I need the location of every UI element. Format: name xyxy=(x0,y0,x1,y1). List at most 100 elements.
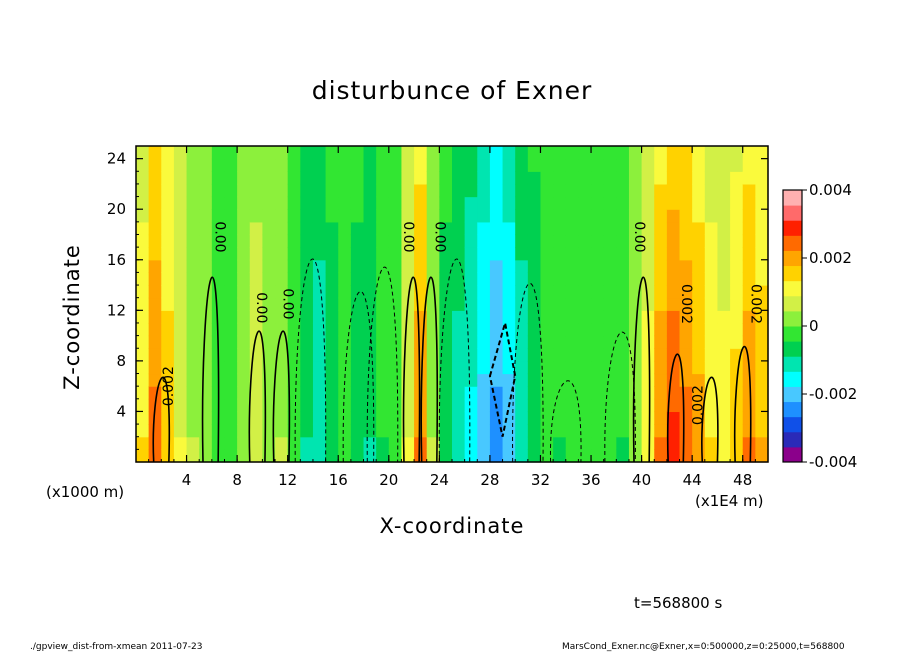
field-cell xyxy=(616,285,630,299)
field-cell xyxy=(224,335,238,349)
field-cell xyxy=(704,221,719,236)
field-cell xyxy=(704,386,719,400)
field-cell xyxy=(224,158,238,172)
field-cell xyxy=(755,322,769,337)
field-cell xyxy=(603,234,617,248)
field-cell xyxy=(388,259,403,273)
field-cell xyxy=(350,310,365,324)
field-cell xyxy=(211,259,226,273)
field-cell xyxy=(717,398,731,413)
field-cell xyxy=(312,158,327,172)
field-cell xyxy=(148,247,162,261)
field-cell xyxy=(692,234,706,248)
field-cell xyxy=(262,360,276,375)
field-cell xyxy=(363,348,377,362)
contour-solid xyxy=(248,330,267,463)
field-cell xyxy=(603,146,617,160)
field-cell xyxy=(489,297,504,311)
field-cell xyxy=(666,146,681,160)
field-cell xyxy=(376,234,390,248)
field-cell xyxy=(287,386,301,400)
contour-label: 0.002 xyxy=(678,284,694,324)
field-cell xyxy=(186,310,200,324)
field-cell xyxy=(452,322,466,337)
field-cell xyxy=(452,411,466,425)
field-cell xyxy=(249,221,263,236)
field-cell xyxy=(654,348,668,362)
field-cell xyxy=(477,171,491,185)
field-cell xyxy=(679,272,693,286)
field-cell xyxy=(388,335,403,349)
field-cell xyxy=(502,259,516,273)
field-cell xyxy=(452,183,466,198)
field-cell xyxy=(275,398,289,413)
field-cell xyxy=(603,424,617,438)
field-cell xyxy=(603,348,617,362)
field-cell xyxy=(730,322,744,337)
field-cell xyxy=(553,272,567,286)
field-cell xyxy=(161,411,175,425)
field-cell xyxy=(300,348,314,362)
field-cell xyxy=(262,272,276,286)
field-cell xyxy=(325,234,339,248)
field-cell xyxy=(363,259,377,273)
field-cell xyxy=(211,221,226,236)
colorbar-segment xyxy=(783,356,802,372)
field-cell xyxy=(249,234,263,248)
field-cell xyxy=(692,221,706,236)
field-cell xyxy=(136,297,150,311)
field-cell xyxy=(540,386,554,400)
field-cell xyxy=(527,411,542,425)
field-cell xyxy=(742,183,756,198)
field-cell xyxy=(666,209,681,223)
field-cell xyxy=(161,335,175,349)
field-cell xyxy=(540,297,554,311)
field-cell xyxy=(578,386,592,400)
field-cell xyxy=(641,449,655,463)
field-cell xyxy=(224,436,238,450)
field-cell xyxy=(477,386,491,400)
field-cell xyxy=(388,449,403,463)
field-cell xyxy=(527,259,542,273)
field-cell xyxy=(755,209,769,223)
field-cell xyxy=(464,411,478,425)
footer-left: ./gpview_dist-from-xmean 2011-07-23 xyxy=(30,642,203,652)
field-cell xyxy=(603,411,617,425)
field-cell xyxy=(237,335,251,349)
field-cell xyxy=(628,247,643,261)
field-cell xyxy=(452,196,466,210)
field-cell xyxy=(439,449,453,463)
field-cell xyxy=(136,209,150,223)
field-cell xyxy=(452,436,466,450)
field-cell xyxy=(199,221,213,236)
field-cell xyxy=(338,171,352,185)
field-cell xyxy=(211,247,226,261)
field-cell xyxy=(464,386,478,400)
field-cell xyxy=(527,322,542,337)
field-cell xyxy=(312,171,327,185)
field-cell xyxy=(692,322,706,337)
field-cell xyxy=(654,247,668,261)
field-cell xyxy=(666,335,681,349)
field-cell xyxy=(136,247,150,261)
field-cell xyxy=(199,348,213,362)
field-cell xyxy=(641,424,655,438)
field-cell xyxy=(603,449,617,463)
field-cell xyxy=(275,158,289,172)
field-cell xyxy=(426,272,440,286)
field-cell xyxy=(199,196,213,210)
field-cell xyxy=(414,234,428,248)
field-cell xyxy=(565,272,579,286)
field-cell xyxy=(717,247,731,261)
field-cell xyxy=(414,348,428,362)
field-cell xyxy=(401,196,415,210)
field-cell xyxy=(414,360,428,375)
field-cell xyxy=(717,259,731,273)
field-cell xyxy=(287,310,301,324)
field-cell xyxy=(742,436,756,450)
field-cell xyxy=(578,335,592,349)
field-cell xyxy=(338,285,352,299)
field-cell xyxy=(641,158,655,172)
x-tick-label: 48 xyxy=(733,471,752,489)
field-cell xyxy=(540,247,554,261)
